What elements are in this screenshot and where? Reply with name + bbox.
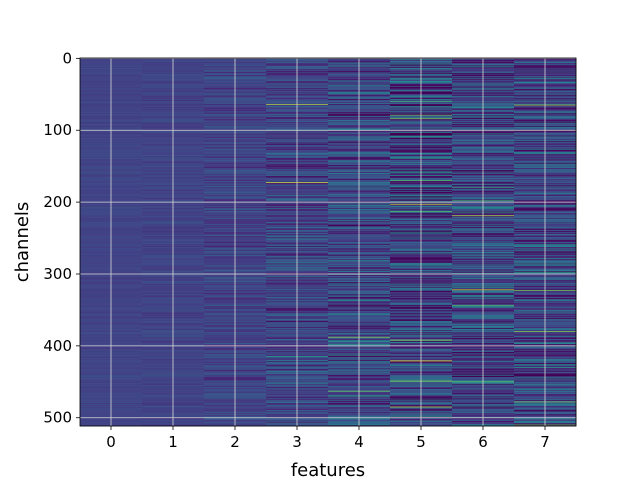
x-axis-label: features [291, 460, 365, 480]
x-tick-label: 2 [230, 433, 240, 451]
x-axis-ticks: 0 1 2 3 4 5 6 7 [106, 426, 550, 451]
heatmap-cells [80, 58, 577, 427]
y-tick-label: 500 [43, 409, 72, 427]
y-tick-label: 100 [43, 121, 72, 139]
x-tick-label: 1 [168, 433, 178, 451]
x-tick-label: 3 [292, 433, 302, 451]
x-tick-label: 0 [106, 433, 116, 451]
x-tick-label: 4 [354, 433, 364, 451]
plot-frame [79, 57, 577, 427]
y-axis-label: channels [12, 202, 33, 283]
y-axis-ticks: 0 100 200 300 400 500 [43, 49, 80, 427]
grid-lines [80, 57, 576, 426]
y-tick-label: 400 [43, 337, 72, 355]
y-tick-label: 0 [62, 49, 72, 67]
x-tick-label: 5 [416, 433, 426, 451]
y-tick-label: 200 [43, 193, 72, 211]
x-tick-label: 7 [540, 433, 550, 451]
x-tick-label: 6 [478, 433, 488, 451]
y-tick-label: 300 [43, 265, 72, 283]
